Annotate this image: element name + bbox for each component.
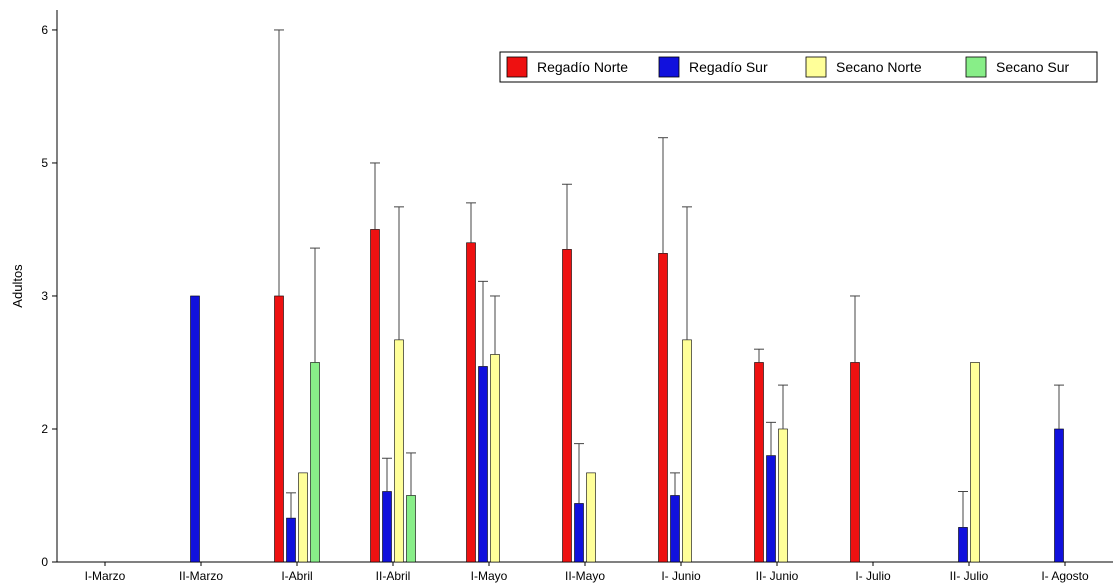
bars — [190, 229, 1064, 563]
bar — [778, 428, 788, 563]
x-tick-label: II- Junio — [756, 569, 799, 583]
y-ticks: 0 2 3 5 6 — [41, 23, 57, 569]
y-tick-label: 6 — [41, 23, 48, 37]
y-axis-label: Adultos — [10, 264, 25, 308]
bar — [850, 362, 860, 563]
legend: Regadío Norte Regadío Sur Secano Norte Seca… — [499, 51, 1098, 83]
x-tick-label: I- Junio — [661, 569, 701, 583]
bar — [562, 249, 572, 563]
bar — [298, 472, 308, 563]
legend-box — [499, 51, 1098, 83]
legend-swatch — [658, 56, 680, 78]
x-tick-label: I- Julio — [855, 569, 891, 583]
bar — [190, 295, 200, 563]
y-tick-label: 3 — [41, 289, 48, 303]
bar — [274, 295, 284, 563]
x-tick-label: II-Abril — [376, 569, 411, 583]
bar — [754, 362, 764, 563]
bar — [670, 495, 680, 563]
bar — [466, 242, 476, 563]
x-tick-label: I-Mayo — [471, 569, 508, 583]
bar — [766, 455, 776, 563]
x-tick-label: I-Marzo — [85, 569, 126, 583]
axes — [56, 10, 1113, 563]
bar — [382, 491, 392, 563]
y-tick-label: 5 — [41, 156, 48, 170]
x-tick-label: II- Julio — [950, 569, 989, 583]
y-tick-label: 0 — [41, 555, 48, 569]
bar — [958, 527, 968, 563]
error-bars — [274, 29, 1064, 528]
bar — [1054, 428, 1064, 563]
legend-swatch — [506, 56, 528, 78]
bar — [478, 366, 488, 563]
legend-label: Secano Norte — [836, 59, 922, 75]
legend-label: Regadío Sur — [689, 59, 768, 75]
legend-label: Regadío Norte — [537, 59, 628, 75]
x-tick-label: II-Mayo — [565, 569, 605, 583]
legend-swatch — [805, 56, 827, 78]
x-tick-label: I-Abril — [281, 569, 312, 583]
bar — [310, 362, 320, 563]
bar — [574, 503, 584, 563]
bar — [370, 229, 380, 563]
x-ticks: I-Marzo II-Marzo I-Abril II-Abril I-Mayo II-M… — [85, 562, 1089, 583]
bar — [586, 472, 596, 563]
bar — [970, 362, 980, 563]
legend-swatch — [965, 56, 987, 78]
x-tick-label: II-Marzo — [179, 569, 223, 583]
bar — [394, 339, 404, 563]
y-tick-label: 2 — [41, 422, 48, 436]
bar — [682, 339, 692, 563]
bar — [406, 495, 416, 563]
bar — [490, 354, 500, 563]
legend-label: Secano Sur — [996, 59, 1069, 75]
bar — [658, 253, 668, 563]
bar — [286, 517, 296, 563]
x-tick-label: I- Agosto — [1041, 569, 1089, 583]
